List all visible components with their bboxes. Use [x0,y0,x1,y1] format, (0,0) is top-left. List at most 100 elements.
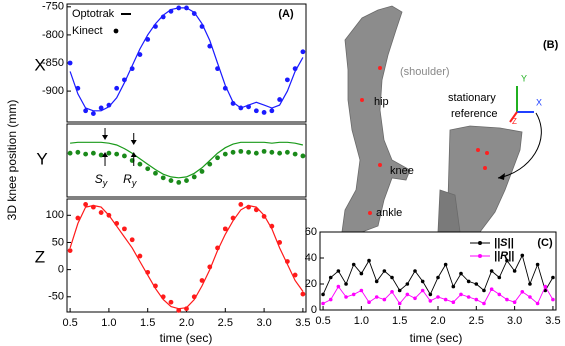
reference-label: stationary [448,92,496,104]
plot-frame [67,4,306,122]
data-point [130,66,135,71]
marker [485,151,489,155]
data-point [83,108,88,113]
data-point [91,111,96,116]
data-point [223,152,228,157]
marker [378,66,382,70]
x-axis-label: time (sec) [160,331,213,345]
data-point [513,300,517,304]
data-point [176,6,181,11]
annotation-subscript: y [102,178,108,188]
data-point [421,280,425,284]
data-point [192,294,197,299]
data-point [520,254,524,258]
data-point [153,171,158,176]
x-tick-label: 3.0 [507,315,522,327]
axis-name: X [536,97,542,107]
panel-label: (C) [537,237,553,249]
data-point [75,150,80,155]
series-line [70,8,303,111]
data-point [406,282,410,286]
x-tick-label: 2.0 [430,315,445,327]
data-point [406,293,410,297]
legend-label: Kinect [72,25,103,37]
data-point [285,77,290,82]
data-point [513,269,517,273]
x-tick-label: 2.5 [218,317,233,329]
legend-label: Optotrak [72,8,115,20]
data-point [321,302,325,306]
data-point [436,295,440,299]
data-point [153,284,158,289]
part-label: knee [390,165,414,177]
marker [368,211,372,215]
data-point [490,269,494,273]
arrowhead [102,135,108,140]
marker [483,166,487,170]
series-line [70,206,303,309]
data-point [200,24,205,29]
data-point [269,108,274,113]
legend-swatch [114,29,119,34]
marker [360,98,364,102]
data-point [207,162,212,167]
data-point [497,276,501,280]
data-point [475,282,479,286]
data-point [231,101,236,106]
data-point [114,221,119,226]
data-point [505,298,509,302]
leg-mesh [342,6,410,232]
y-tick-label: -50 [48,291,64,303]
data-point [75,86,80,91]
data-point [367,300,371,304]
marker [476,148,480,152]
data-point [207,44,212,49]
axis-name: Z [512,117,517,126]
panel-label: (B) [543,39,559,51]
data-point [107,151,112,156]
y-tick-label: -750 [42,1,64,13]
y-tick-label: 20 [305,278,317,290]
data-point [83,202,88,207]
data-point [254,108,259,113]
data-point [300,292,305,297]
y-tick-label: 50 [52,236,64,248]
data-point [262,110,267,115]
data-point [138,162,143,167]
data-point [528,295,532,299]
data-point [138,52,143,57]
data-point [161,15,166,20]
axis-letter: Y [36,149,47,168]
data-point [99,210,104,215]
arrowhead [131,140,137,145]
data-point [184,306,189,311]
x-tick-label: 3.5 [295,317,310,329]
part-label: ankle [376,207,402,219]
data-point [200,278,205,283]
data-point [413,269,417,273]
x-tick-label: 0.5 [315,315,330,327]
data-point [99,106,104,111]
data-point [68,61,73,66]
y-axis-label: 3D knee position (mm) [5,100,19,221]
data-point [223,86,228,91]
data-point [352,263,356,267]
data-point [231,216,236,221]
y-tick-label: 40 [305,252,317,264]
data-point [207,265,212,270]
data-point [293,152,298,157]
data-point [482,302,486,306]
data-point [344,282,348,286]
data-point [176,308,181,313]
data-point [329,298,333,302]
data-point [184,6,189,11]
x-tick-label: 1.5 [140,317,155,329]
axis-letter: Z [35,247,45,266]
data-point [429,299,433,303]
x-tick-label: 1.5 [392,315,407,327]
series-line [323,255,553,294]
data-point [68,248,73,253]
data-point [215,155,220,160]
data-point [161,175,166,180]
data-point [231,150,236,155]
